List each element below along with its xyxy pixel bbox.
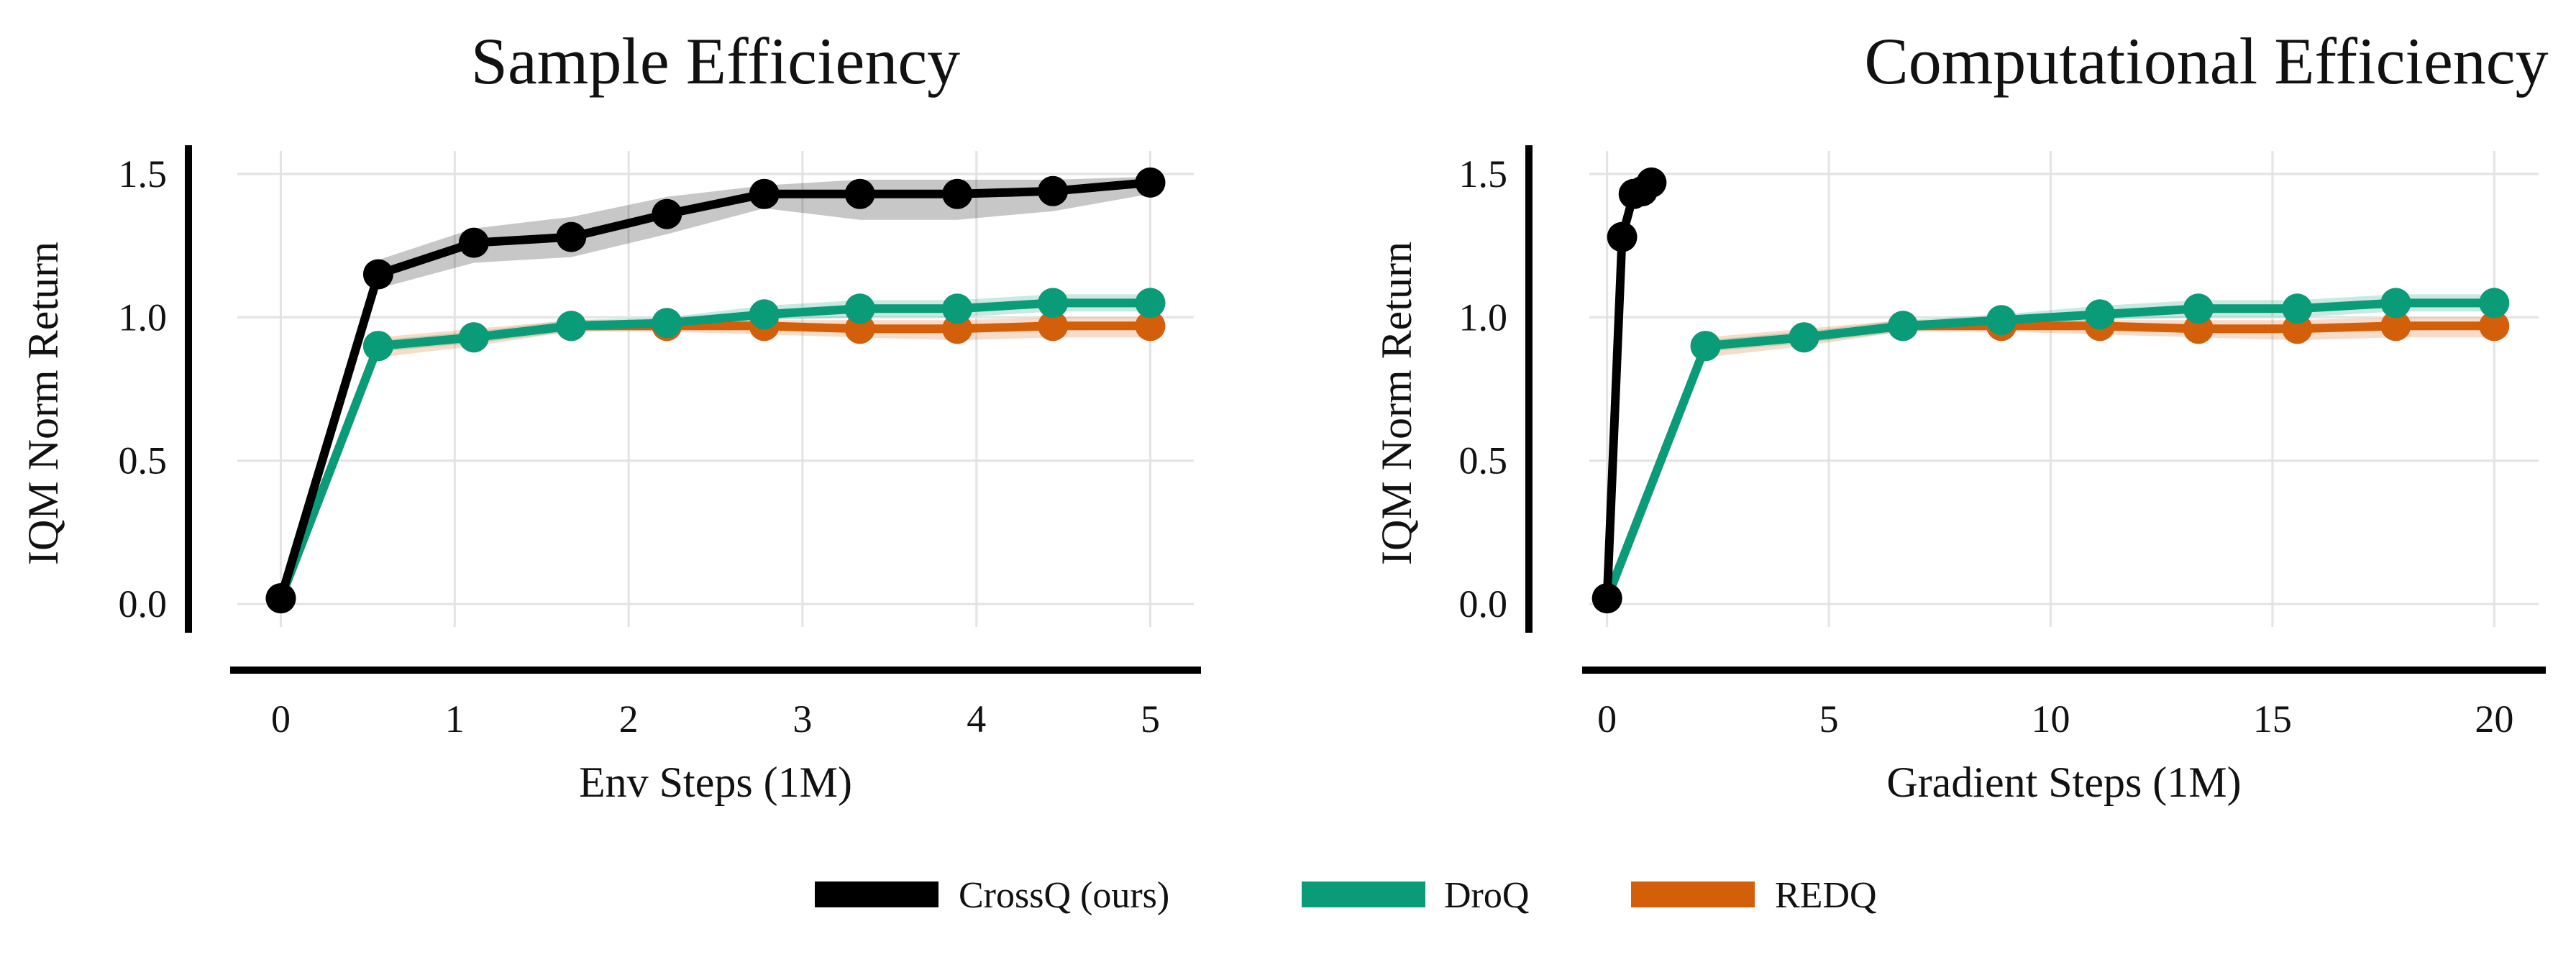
x-tick-label: 0 (271, 697, 291, 741)
x-tick-label: 5 (1819, 697, 1839, 741)
x-tick-label: 1 (445, 697, 465, 741)
point-droq (1789, 322, 1819, 353)
point-droq (942, 293, 973, 324)
point-redq (2380, 311, 2411, 342)
x-tick-label: 5 (1141, 697, 1160, 741)
point-redq (2479, 311, 2510, 342)
series-line-crossq-ours (276, 178, 1155, 603)
point-crossq-ours (942, 178, 973, 209)
legend-label-crossq: CrossQ (ours) (959, 875, 1169, 916)
point-droq (2380, 288, 2411, 319)
point-droq (2282, 293, 2313, 324)
series-line-droq (1602, 298, 2499, 603)
point-droq (556, 311, 587, 342)
y-tick-label: 1.0 (1459, 296, 1508, 339)
point-crossq-ours (844, 178, 875, 209)
point-crossq-ours (556, 221, 587, 252)
point-crossq-ours (749, 178, 780, 209)
panel-1-plot: 0.0 0.5 1.0 1.5 0 1 2 3 4 5 Sample Efficiency Env S… (19, 24, 1201, 806)
legend: CrossQ (ours) DroQ REDQ (815, 875, 1877, 916)
point-crossq-ours (265, 583, 296, 614)
legend-swatch-droq (1302, 881, 1425, 907)
y-tick-label: 1.5 (119, 152, 168, 196)
point-droq (1135, 288, 1166, 319)
point-droq (458, 322, 489, 353)
series-line-droq (276, 298, 1155, 603)
point-droq (2183, 293, 2214, 324)
x-tick-label: 15 (2253, 697, 2292, 741)
legend-label-redq: REDQ (1775, 875, 1877, 916)
point-droq (652, 308, 682, 339)
y-tick-label: 0.5 (1459, 439, 1508, 482)
point-redq (1038, 311, 1069, 342)
legend-swatch-crossq (815, 881, 938, 907)
series-line-redq (276, 321, 1155, 603)
x-axis-label: Env Steps (1M) (579, 759, 852, 806)
legend-item-crossq: CrossQ (ours) (815, 875, 1169, 916)
point-crossq-ours (1636, 167, 1667, 198)
panel-2-plot: 0.0 0.5 1.0 1.5 0 5 10 15 20 Computational Effici… (1373, 24, 2549, 806)
x-tick-label: 0 (1597, 697, 1617, 741)
y-tick-label: 0.0 (119, 582, 168, 626)
x-tick-label: 20 (2475, 697, 2513, 741)
point-crossq-ours (362, 259, 393, 290)
point-crossq-ours (652, 198, 682, 229)
point-crossq-ours (1607, 221, 1638, 252)
point-droq (2085, 299, 2115, 330)
point-droq (1038, 288, 1069, 319)
y-tick-label: 1.5 (1459, 152, 1508, 196)
y-tick-label: 1.0 (119, 296, 168, 339)
chart-title: Computational Efficiency (1864, 24, 2548, 98)
band-crossq-ours (280, 176, 1151, 599)
legend-item-droq: DroQ (1302, 875, 1529, 916)
point-droq (844, 293, 875, 324)
x-tick-label: 2 (619, 697, 639, 741)
point-crossq-ours (1135, 167, 1166, 198)
y-tick-label: 0.0 (1459, 582, 1508, 626)
y-axis-label: IQM Norm Return (19, 242, 67, 565)
point-droq (2479, 288, 2510, 319)
point-droq (1888, 311, 1919, 342)
legend-item-redq: REDQ (1631, 875, 1877, 916)
x-tick-label: 4 (967, 697, 986, 741)
chart-title: Sample Efficiency (471, 24, 960, 98)
x-tick-label: 3 (793, 697, 812, 741)
x-axis-label: Gradient Steps (1M) (1886, 759, 2241, 806)
point-crossq-ours (458, 227, 489, 258)
point-redq (1135, 311, 1166, 342)
x-tick-label: 10 (2031, 697, 2070, 741)
point-droq (1690, 331, 1721, 362)
y-tick-label: 0.5 (119, 439, 168, 482)
legend-label-droq: DroQ (1444, 875, 1529, 916)
point-droq (749, 299, 780, 330)
point-crossq-ours (1038, 175, 1069, 206)
band-redq (280, 317, 1151, 599)
y-axis-label: IQM Norm Return (1373, 242, 1420, 565)
legend-swatch-redq (1631, 881, 1755, 907)
point-droq (1986, 305, 2017, 336)
point-droq (362, 331, 393, 362)
point-crossq-ours (1591, 583, 1622, 614)
